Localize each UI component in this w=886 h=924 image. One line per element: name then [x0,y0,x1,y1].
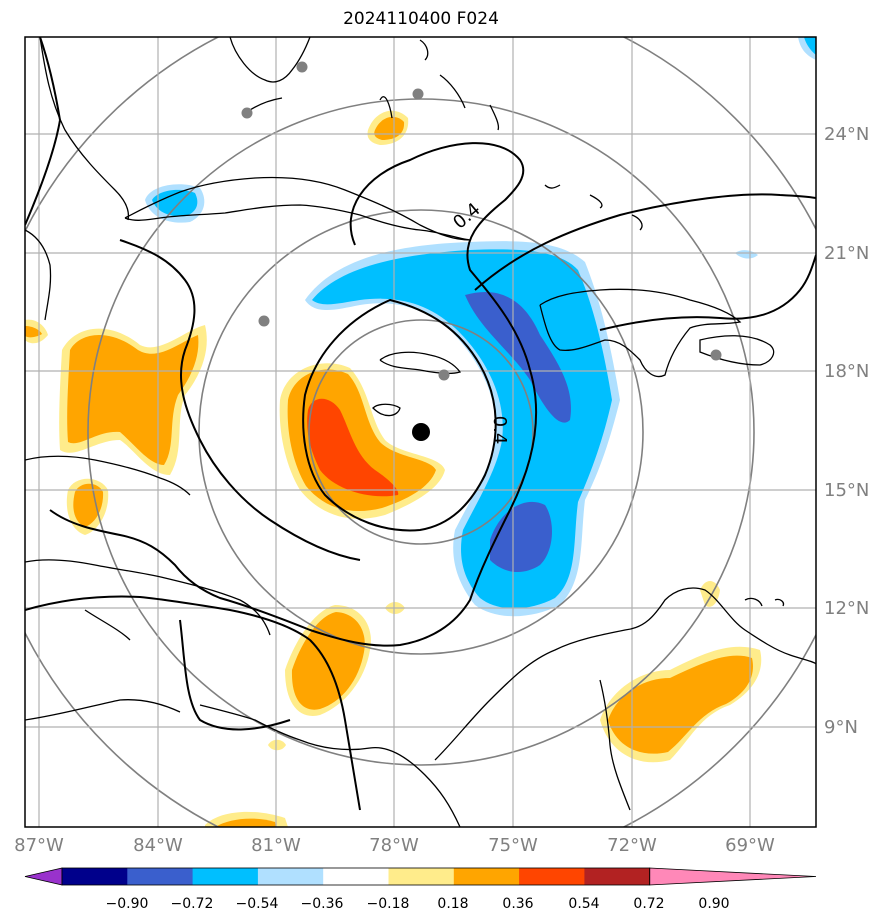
colorbar-segment [519,868,585,885]
map-frame-border [24,36,817,828]
shaded-field-layer [25,37,816,827]
lon-label: 87°W [14,835,64,856]
longitude-labels: 87°W 84°W 81°W 78°W 75°W 72°W 69°W [14,835,775,856]
figure-title: 2024110400 F024 [343,9,499,29]
colorbar-tick-label: 0.90 [698,896,729,912]
range-ring [87,98,755,766]
station-markers [241,61,722,381]
contour-south [25,595,361,811]
coastlines [25,37,816,827]
range-ring [198,209,644,655]
lon-label: 81°W [251,835,301,856]
contour-inner [302,298,497,532]
cuba-coast [124,176,471,241]
cayman-island [372,403,401,417]
colorbar-extend-low [24,867,63,886]
colorbar-tick-label: −0.72 [171,896,214,912]
florida-coast [229,37,311,83]
station-marker [241,107,253,119]
colorbar-tick-label: 0.36 [502,896,533,912]
colorbar-tick-label: 0.18 [437,896,468,912]
jamaica-coast [379,351,462,375]
colorbar-segment [62,868,128,885]
contour-outer [49,142,538,647]
range-rings [25,37,816,827]
colorbar-border [61,867,651,886]
positive-anomaly-peak [307,398,399,497]
station-marker [710,349,722,361]
station-marker [412,88,424,100]
colorbar-extend-high [649,867,817,886]
colorbar-segment [388,868,455,885]
lat-label: 12°N [824,598,869,619]
colorbar-segment [453,868,520,885]
colorbar-tick-label: −0.36 [301,896,344,912]
contour-east [474,193,816,331]
lat-label: 24°N [824,124,869,145]
negative-anomaly-dark-east [465,291,571,423]
lon-label: 75°W [488,835,538,856]
storm-center-marker [412,423,430,441]
colorbar-labels: −0.90 −0.72 −0.54 −0.36 −0.18 0.18 0.36 … [106,896,730,912]
hispaniola-coast [539,288,742,378]
contour-lines [25,37,816,811]
colorbar-tick-label: 0.54 [568,896,599,912]
honduras-coast [25,559,271,641]
colorbar-tick-label: −0.90 [106,896,149,912]
colorbar-segment [127,868,194,885]
central-america-coast [25,699,461,827]
station-marker [438,369,450,381]
lon-label: 69°W [725,835,775,856]
colorbar-segment [257,868,324,885]
lon-label: 84°W [133,835,183,856]
lat-label: 9°N [824,717,858,738]
range-ring [308,319,534,545]
bahamas-islands [379,39,643,231]
yucatan-coast [25,37,191,496]
colorbar-tick-label: 0.72 [633,896,664,912]
contour-label-east: 0.4 [489,416,510,445]
colorbar-tick-label: −0.54 [236,896,279,912]
latitude-labels: 24°N 21°N 18°N 15°N 12°N 9°N [824,124,869,738]
lat-label: 15°N [824,480,869,501]
puerto-rico-coast [699,335,775,366]
lat-label: 18°N [824,361,869,382]
lon-label: 78°W [369,835,419,856]
colorbar [24,867,817,886]
station-marker [258,315,270,327]
lon-label: 72°W [607,835,657,856]
station-marker [296,61,308,73]
lat-label: 21°N [824,243,869,264]
colorbar-segment [323,868,389,885]
colombia-coast [434,587,816,761]
contour-west [25,37,361,561]
gridlines [25,37,816,827]
colorbar-tick-label: −0.18 [367,896,410,912]
colorbar-segment [192,868,259,885]
colorbar-segment [584,868,651,885]
